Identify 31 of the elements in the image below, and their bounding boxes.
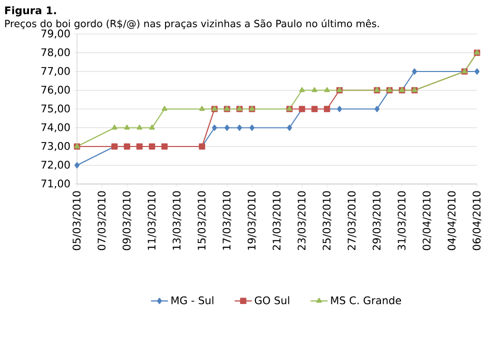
x-tick-label: 05/03/2010 — [72, 191, 82, 250]
y-tick-label: 74,00 — [41, 123, 70, 132]
x-tick-label: 11/03/2010 — [148, 191, 156, 250]
x-tick-label: 13/03/2010 — [172, 191, 182, 250]
x-tick-label: 15/03/2010 — [198, 191, 206, 250]
y-tick-label: 76,00 — [41, 86, 70, 95]
x-tick-label: 31/03/2010 — [398, 191, 406, 250]
y-tick-label: 72,00 — [41, 160, 70, 170]
y-tick-label: 73,00 — [41, 142, 70, 151]
x-tick-label: 09/03/2010 — [122, 191, 132, 250]
x-tick-label: 25/03/2010 — [322, 191, 332, 250]
x-tick-label: 06/04/2010 — [472, 191, 482, 250]
x-tick-label: 17/03/2010 — [222, 191, 232, 250]
x-tick-label: 19/03/2010 — [248, 191, 256, 250]
chart-title: Figura 1. — [5, 6, 56, 16]
x-tick-label: 07/03/2010 — [98, 191, 106, 250]
y-tick-label: 77,00 — [41, 67, 70, 76]
legend-label: MS C. Grande — [331, 296, 402, 304]
chart-subtitle: Preços do boi gordo (R$/@) nas praças vizinhas a São Paulo no último mês. — [5, 19, 379, 30]
y-tick-label: 75,00 — [41, 104, 70, 114]
x-tick-label: 04/04/2010 — [448, 191, 456, 250]
x-tick-label: 29/03/2010 — [372, 191, 382, 250]
y-tick-label: 71,00 — [41, 180, 70, 188]
x-tick-label: 23/03/2010 — [298, 191, 306, 250]
legend-label: GO Sul — [254, 296, 290, 304]
legend-label: MG - Sul — [172, 296, 214, 304]
x-tick-label: 27/03/2010 — [348, 191, 356, 250]
x-tick-label: 02/04/2010 — [422, 191, 432, 250]
x-tick-label: 21/03/2010 — [272, 191, 282, 250]
y-tick-label: 78,00 — [41, 48, 70, 58]
y-tick-label: 79,00 — [41, 30, 70, 38]
